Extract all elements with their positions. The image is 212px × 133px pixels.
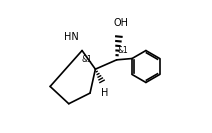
Text: &1: &1 — [82, 55, 93, 64]
Text: &1: &1 — [117, 45, 128, 55]
Text: H: H — [101, 88, 108, 98]
Text: OH: OH — [113, 18, 128, 28]
Text: HN: HN — [64, 32, 79, 42]
